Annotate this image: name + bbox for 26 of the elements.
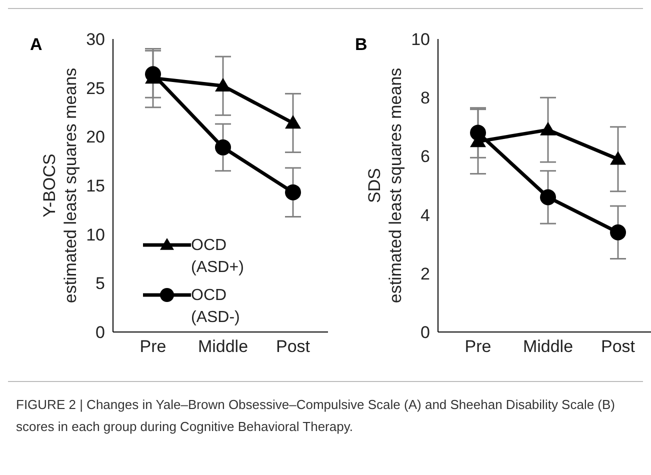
legend-label: OCD (ASD-) bbox=[191, 286, 241, 328]
caption: FIGURE 2 | Changes in Yale–Brown Obsessive–Compulsive Scale (A) and Sheehan Disability Scale (B) scores in each group during Cognitive Behavioral Therapy. bbox=[16, 396, 616, 436]
x-tick-label: Middle bbox=[522, 337, 574, 356]
y-tick-label: 0 bbox=[420, 323, 430, 342]
y-axis-title: SDS estimated least squares means bbox=[365, 68, 405, 304]
x-tick-label: Post bbox=[600, 337, 636, 356]
chart-title: B bbox=[355, 35, 368, 55]
y-tick-label: 10 bbox=[411, 30, 430, 50]
y-tick-label: 2 bbox=[420, 264, 430, 284]
y-tick-label: 30 bbox=[86, 30, 105, 50]
chart-title: A bbox=[30, 35, 42, 55]
x-tick-label: Pre bbox=[464, 337, 492, 356]
y-tick-label: 0 bbox=[96, 323, 105, 342]
y-axis-title: Y-BOCS estimated least squares means bbox=[40, 68, 80, 304]
y-tick-label: 5 bbox=[96, 274, 105, 294]
y-tick-label: 10 bbox=[86, 225, 105, 244]
legend-label: OCD (ASD+) bbox=[191, 236, 245, 278]
y-tick-label: 4 bbox=[420, 206, 430, 225]
x-tick-label: Middle bbox=[198, 337, 248, 356]
y-tick-label: 8 bbox=[420, 88, 430, 108]
x-tick-label: Post bbox=[276, 337, 310, 356]
y-tick-label: 20 bbox=[86, 128, 105, 147]
x-tick-label: Pre bbox=[140, 337, 166, 356]
y-tick-label: 15 bbox=[86, 176, 105, 196]
y-tick-label: 6 bbox=[420, 147, 430, 166]
y-tick-label: 25 bbox=[86, 78, 105, 98]
